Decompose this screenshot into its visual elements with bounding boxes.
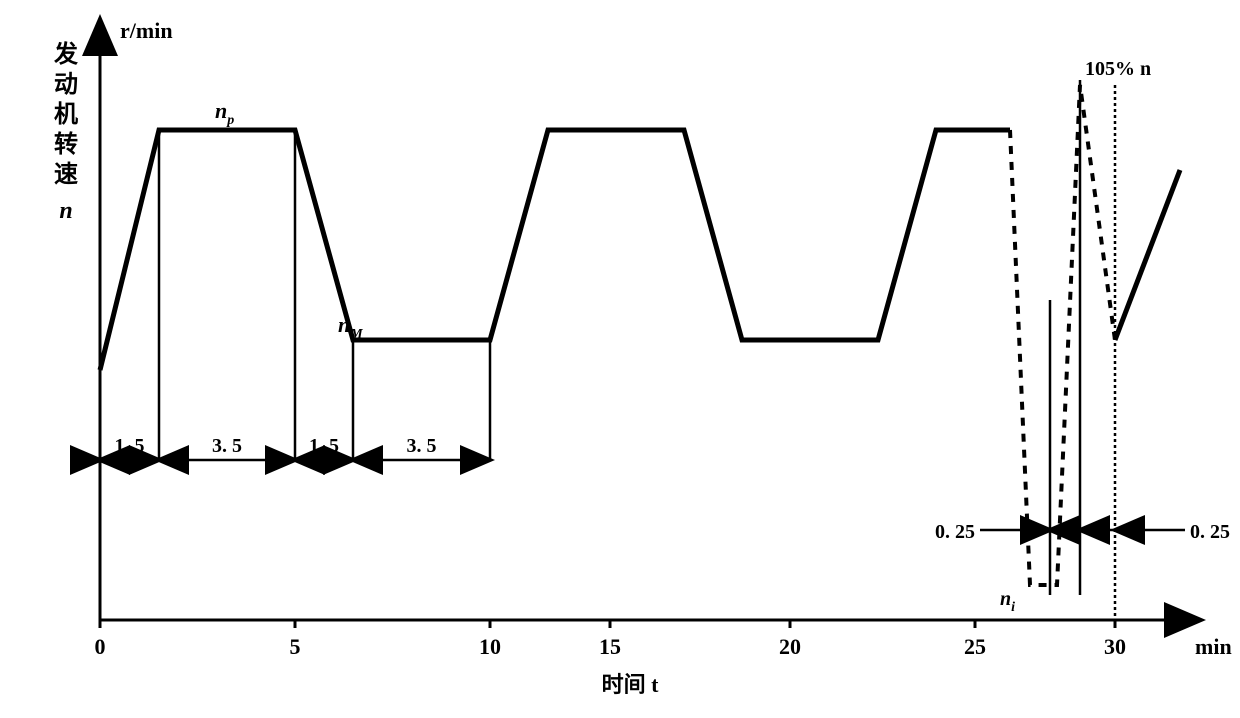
np-label: np [215, 98, 234, 128]
dim-label: 1. 5 [115, 435, 145, 457]
y-title-char: 动 [54, 71, 78, 98]
x-tick-label: 10 [479, 634, 501, 659]
dim-label: 1. 5 [309, 435, 339, 457]
x-tick-label: 0 [95, 634, 106, 659]
x-tick-label: 5 [290, 634, 301, 659]
x-axis-unit: min [1195, 634, 1232, 659]
y-title-symbol: n [59, 198, 72, 224]
np-sub: p [226, 113, 234, 128]
x-tick-label: 25 [964, 634, 986, 659]
dim-025-left-label: 0. 25 [935, 521, 975, 543]
x-axis-title: 时间 t [602, 672, 660, 697]
y-axis-unit: r/min [120, 18, 173, 43]
main-curve [100, 130, 1010, 370]
chart-canvas: 051015202530 1. 53. 51. 53. 50. 250. 25 … [0, 0, 1240, 718]
dim-label: 3. 5 [212, 435, 242, 457]
x-tick-label: 30 [1104, 634, 1126, 659]
x-tick-label: 20 [779, 634, 801, 659]
dim-label: 3. 5 [407, 435, 437, 457]
x-tick-label: 15 [599, 634, 621, 659]
y-title-char: 速 [54, 161, 78, 188]
labels: r/min min 发动机转速n 时间 t np nM 105% n ni [53, 18, 1232, 697]
y-title-char: 机 [54, 101, 78, 128]
nm-label: nM [338, 312, 363, 342]
final-curve [1115, 170, 1180, 340]
dashed-curve [1010, 85, 1115, 585]
curves [100, 85, 1180, 585]
y-title-char: 发 [53, 40, 78, 68]
x-ticks: 0 5 10 15 20 25 30 [95, 620, 1127, 659]
y-title-char: 转 [54, 130, 78, 158]
ni-label: ni [1000, 588, 1015, 615]
dim-025-right-label: 0. 25 [1190, 521, 1230, 543]
peak-label: 105% n [1085, 58, 1151, 80]
nm-sub: M [349, 327, 363, 342]
dimensions: 1. 5 3. 5 1. 5 3. 5 0. 25 0. 25 [85, 435, 1230, 543]
ni-sub: i [1011, 600, 1015, 615]
